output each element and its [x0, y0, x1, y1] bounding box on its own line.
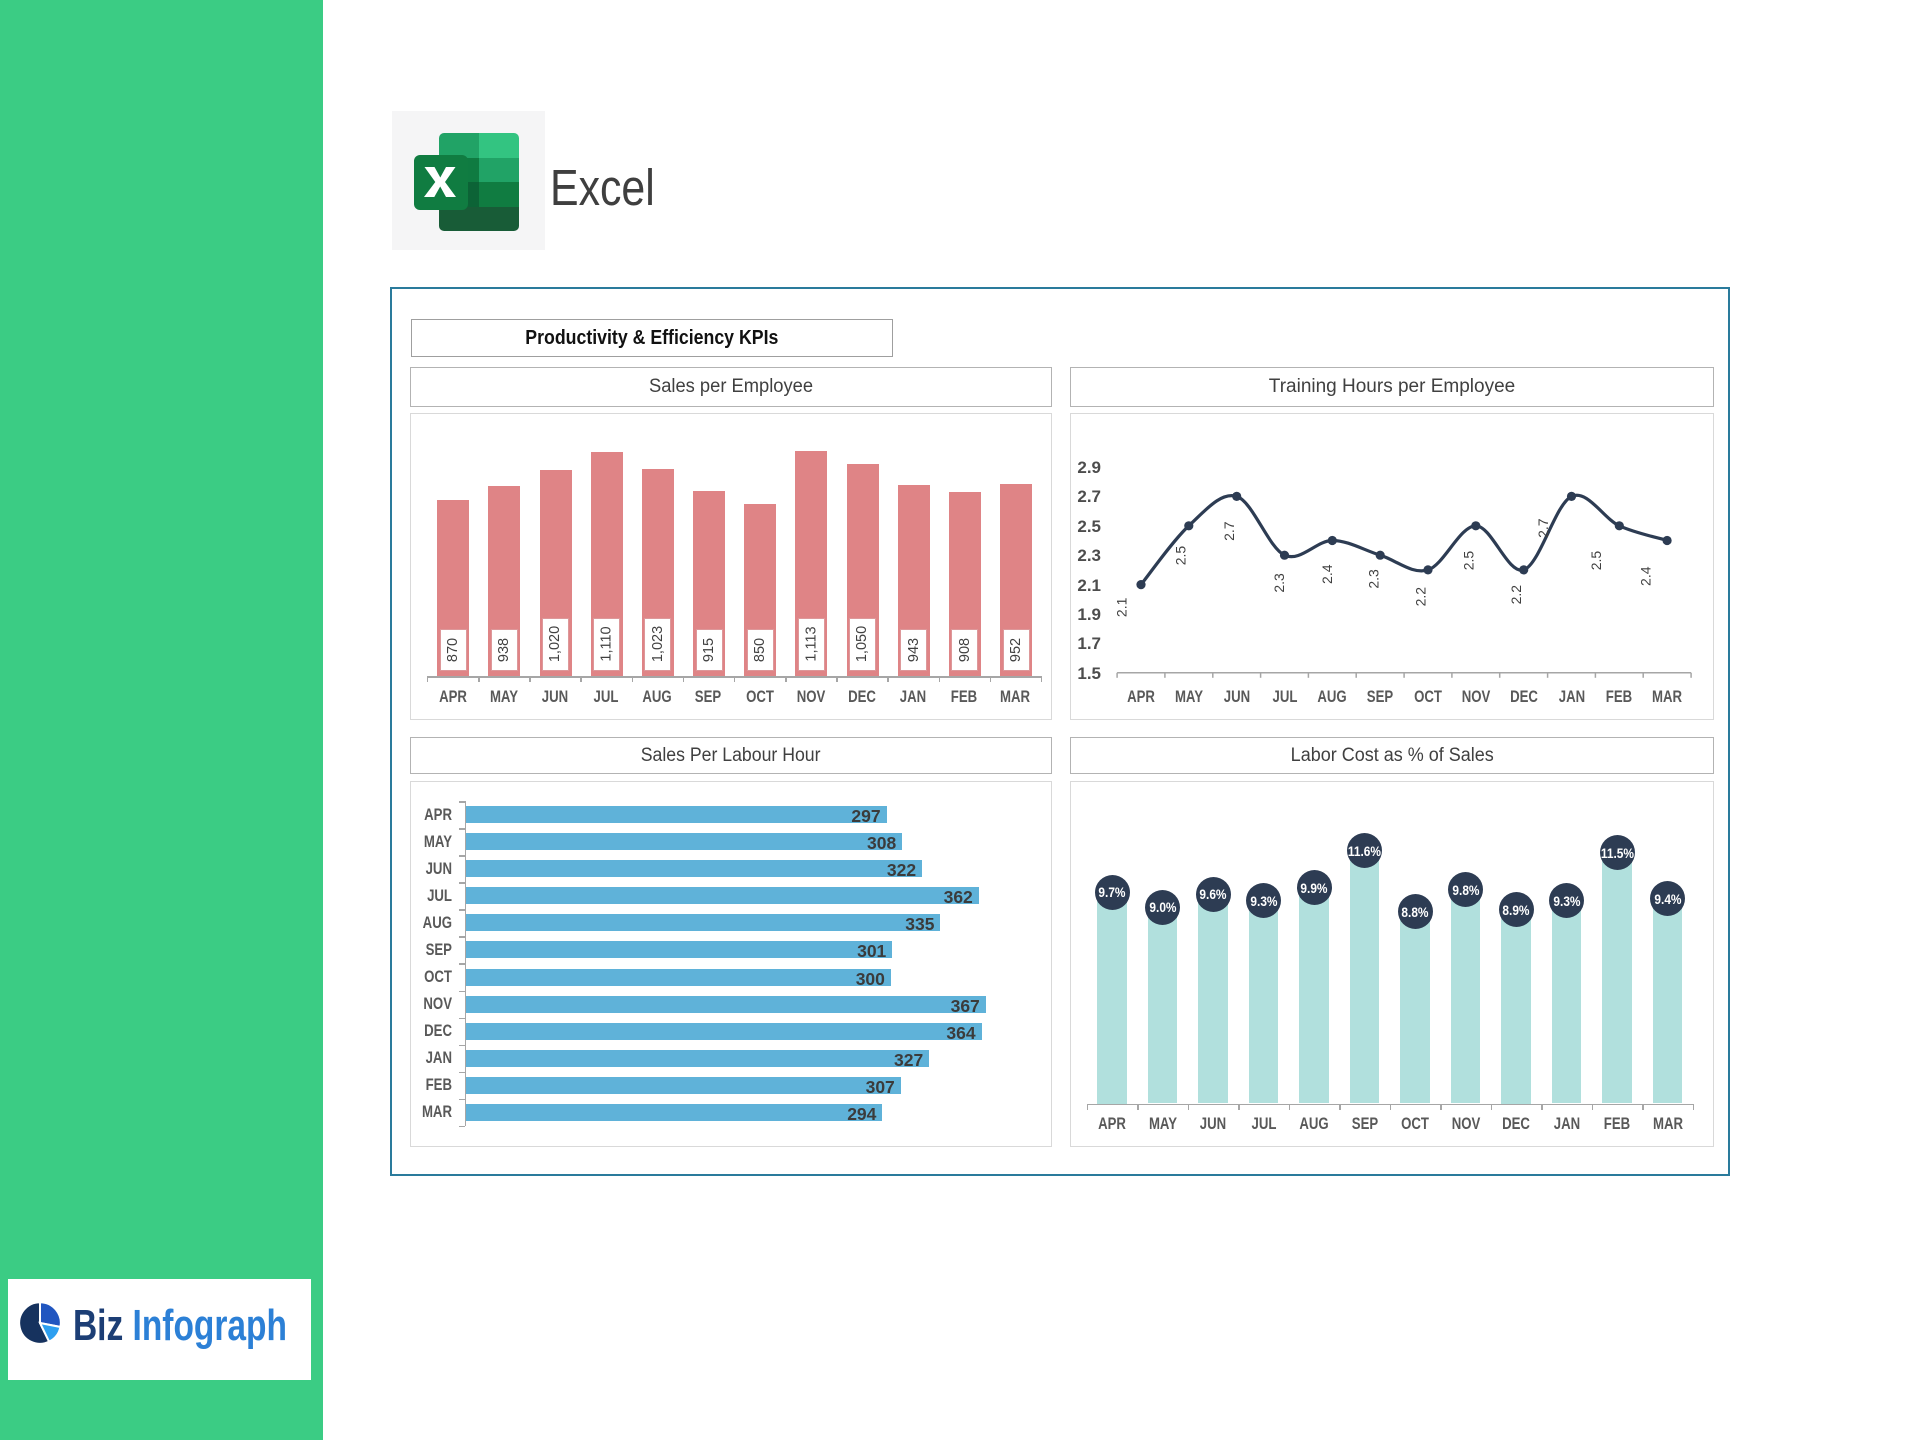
svg-text:2.2: 2.2 — [1508, 585, 1524, 605]
svg-text:2.7: 2.7 — [1535, 518, 1551, 538]
svg-text:2.1: 2.1 — [1114, 597, 1130, 617]
svg-text:2.4: 2.4 — [1638, 566, 1654, 586]
svg-text:2.2: 2.2 — [1413, 587, 1429, 607]
svg-text:2.5: 2.5 — [1172, 546, 1188, 566]
svg-text:2.5: 2.5 — [1460, 551, 1476, 571]
svg-text:2.3: 2.3 — [1366, 569, 1382, 589]
svg-text:2.4: 2.4 — [1319, 564, 1335, 584]
svg-text:2.5: 2.5 — [1588, 551, 1604, 571]
svg-text:2.3: 2.3 — [1271, 573, 1287, 593]
svg-text:2.7: 2.7 — [1221, 521, 1237, 541]
